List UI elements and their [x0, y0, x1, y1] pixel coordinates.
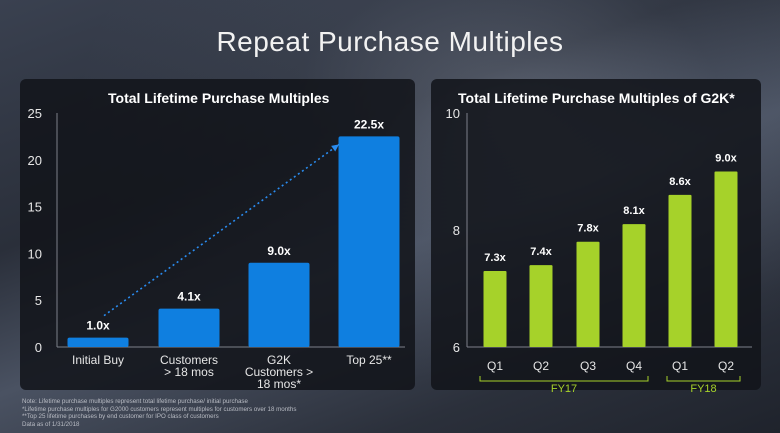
footnote: *Lifetime purchase multiples for G2000 c…: [22, 405, 297, 413]
y-tick-label: 5: [35, 293, 42, 308]
bar: [67, 337, 129, 347]
category-label: Q1: [672, 359, 688, 373]
footnotes: Note: Lifetime purchase multiples repres…: [22, 398, 296, 428]
y-tick-label: 6: [453, 340, 460, 355]
slide-title: Repeat Purchase Multiples: [216, 26, 564, 57]
right-chart-title: Total Lifetime Purchase Multiples of G2K…: [458, 90, 735, 106]
data-label: 9.0x: [715, 153, 737, 165]
category-label: Top 25**: [346, 353, 392, 367]
footnote: Data as of 1/31/2018: [22, 420, 80, 428]
y-tick-label: 15: [28, 200, 42, 215]
data-label: 7.3x: [484, 252, 506, 264]
group-bracket: [666, 376, 741, 382]
data-label: 7.4x: [530, 246, 552, 258]
data-label: 1.0x: [86, 319, 110, 333]
y-tick-label: 10: [446, 106, 460, 121]
category-label: Initial Buy: [72, 353, 124, 367]
bar: [248, 262, 310, 347]
data-label: 7.8x: [577, 223, 599, 235]
category-label: Q2: [718, 359, 734, 373]
category-label: Q1: [487, 359, 503, 373]
footnote: Note: Lifetime purchase multiples repres…: [22, 398, 248, 405]
bar: [668, 194, 692, 347]
bar: [483, 270, 507, 347]
category-label: G2K: [267, 353, 291, 367]
y-tick-label: 25: [28, 106, 42, 121]
trend-arrow-head: [331, 144, 339, 152]
category-label: Q2: [533, 359, 549, 373]
bar: [576, 241, 600, 347]
category-label: Q4: [626, 359, 642, 373]
y-tick-label: 0: [35, 340, 42, 355]
bar: [338, 136, 400, 347]
data-label: 9.0x: [267, 244, 291, 258]
y-tick-label: 10: [28, 246, 42, 261]
bar: [714, 171, 738, 347]
y-tick-label: 8: [453, 223, 460, 238]
category-label: Q3: [580, 359, 596, 373]
data-label: 8.1x: [623, 205, 645, 217]
bar: [529, 265, 553, 347]
category-label: > 18 mos: [164, 365, 214, 379]
data-label: 8.6x: [669, 176, 691, 188]
trend-arrow-line: [103, 143, 340, 317]
group-label: FY18: [690, 383, 716, 395]
group-label: FY17: [551, 383, 577, 395]
category-label: Customers >: [245, 365, 313, 379]
category-label: 18 mos*: [257, 377, 301, 391]
bar: [158, 308, 220, 347]
category-label: Customers: [160, 353, 218, 367]
data-label: 4.1x: [177, 290, 201, 304]
footnote: **Top 25 lifetime purchases by end custo…: [22, 413, 219, 421]
left-chart-title: Total Lifetime Purchase Multiples: [108, 90, 330, 106]
data-label: 22.5x: [354, 117, 384, 131]
group-bracket: [479, 376, 649, 382]
bar: [622, 224, 646, 347]
y-tick-label: 20: [28, 153, 42, 168]
